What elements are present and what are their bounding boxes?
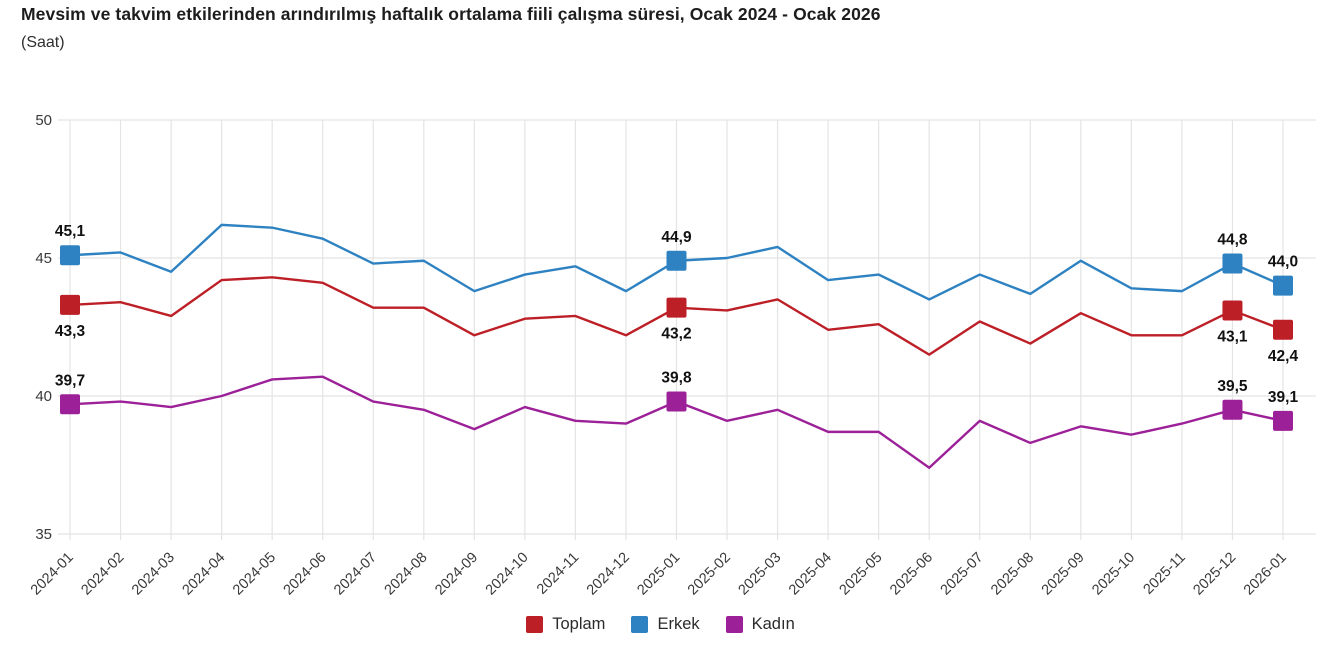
legend-label-kadin: Kadın — [751, 615, 795, 633]
y-tick-label-45: 45 — [35, 250, 52, 267]
data-label-erkek-2025-01: 44,9 — [661, 229, 692, 246]
x-tick-label-2025-02: 2025-02 — [685, 550, 734, 599]
legend-label-toplam: Toplam — [552, 615, 606, 633]
marker-toplam-2026-01 — [1273, 319, 1293, 340]
x-tick-label-2024-06: 2024-06 — [281, 550, 330, 599]
x-tick-label-2024-05: 2024-05 — [230, 550, 279, 599]
data-label-erkek-2025-12: 44,8 — [1217, 232, 1248, 249]
chart-title: Mevsim ve takvim etkilerinden arındırılm… — [21, 4, 881, 24]
x-tick-label-2025-07: 2025-07 — [938, 550, 987, 599]
x-tick-label-2024-12: 2024-12 — [584, 550, 633, 599]
x-tick-label-2025-05: 2025-05 — [837, 550, 886, 599]
x-tick-label-2025-11: 2025-11 — [1141, 550, 1189, 598]
legend-swatch-erkek — [631, 616, 649, 633]
data-label-toplam-2025-12: 43,1 — [1217, 328, 1248, 345]
legend-item-kadin[interactable]: Kadın — [725, 615, 795, 634]
line-chart: 50 45 40 35 2024-01 2024-02 2024-03 2024-04 2024… — [0, 90, 1321, 610]
data-label-kadın-2024-01: 39,7 — [55, 372, 85, 389]
marker-kadın-2025-01 — [666, 391, 687, 412]
marker-toplam-2025-12 — [1222, 300, 1243, 321]
data-label-kadın-2025-01: 39,8 — [661, 370, 692, 387]
x-tick-label-2025-06: 2025-06 — [887, 550, 936, 599]
marker-toplam-2025-01 — [666, 297, 687, 318]
x-tick-label-2024-02: 2024-02 — [78, 550, 127, 599]
x-tick-label-2024-08: 2024-08 — [382, 550, 431, 599]
chart-header: Mevsim ve takvim etkilerinden arındırılm… — [21, 4, 1301, 52]
y-tick-label-40: 40 — [35, 388, 52, 405]
marker-erkek-2025-01 — [666, 250, 687, 271]
marker-erkek-2025-12 — [1222, 253, 1243, 274]
legend-label-erkek: Erkek — [657, 615, 700, 633]
x-tick-label-2024-01: 2024-01 — [28, 550, 77, 599]
legend-swatch-kadin — [725, 616, 743, 633]
x-tick-label-2025-04: 2025-04 — [786, 550, 835, 599]
x-tick-label-2025-10: 2025-10 — [1089, 550, 1138, 599]
marker-erkek-2026-01 — [1273, 275, 1293, 296]
x-tick-label-2024-03: 2024-03 — [129, 550, 178, 599]
data-label-toplam-2026-01: 42,4 — [1268, 348, 1299, 365]
data-label-erkek-2026-01: 44,0 — [1268, 254, 1298, 271]
chart-legend: Toplam Erkek Kadın — [0, 615, 1321, 634]
chart-subtitle-unit: (Saat) — [21, 34, 65, 51]
x-tick-label-2025-09: 2025-09 — [1039, 550, 1088, 599]
x-tick-label-2025-03: 2025-03 — [735, 550, 784, 599]
x-tick-label-2026-01: 2026-01 — [1241, 550, 1290, 599]
x-tick-label-2024-10: 2024-10 — [483, 550, 532, 599]
data-label-erkek-2024-01: 45,1 — [55, 223, 86, 240]
y-tick-label-50: 50 — [35, 112, 52, 129]
x-tick-label-2024-11: 2024-11 — [534, 550, 582, 598]
y-tick-label-35: 35 — [35, 526, 52, 543]
marker-kadın-2026-01 — [1273, 410, 1293, 431]
x-tick-label-2024-07: 2024-07 — [331, 550, 380, 599]
marker-erkek-2024-01 — [60, 245, 80, 266]
data-label-toplam-2025-01: 43,2 — [661, 326, 691, 343]
x-tick-label-2025-12: 2025-12 — [1190, 550, 1239, 599]
data-label-kadın-2026-01: 39,1 — [1268, 389, 1299, 406]
x-tick-label-2024-04: 2024-04 — [180, 550, 229, 599]
legend-item-erkek[interactable]: Erkek — [631, 615, 700, 634]
legend-swatch-toplam — [526, 616, 544, 633]
data-label-toplam-2024-01: 43,3 — [55, 323, 86, 340]
x-tick-label-2024-09: 2024-09 — [432, 550, 481, 599]
marker-kadın-2024-01 — [60, 394, 80, 415]
x-tick-label-2025-08: 2025-08 — [988, 550, 1037, 599]
x-tick-label-2025-01: 2025-01 — [634, 550, 683, 599]
legend-item-toplam[interactable]: Toplam — [526, 615, 605, 634]
marker-toplam-2024-01 — [60, 294, 80, 315]
marker-kadın-2025-12 — [1222, 399, 1243, 420]
data-label-kadın-2025-12: 39,5 — [1217, 378, 1248, 395]
